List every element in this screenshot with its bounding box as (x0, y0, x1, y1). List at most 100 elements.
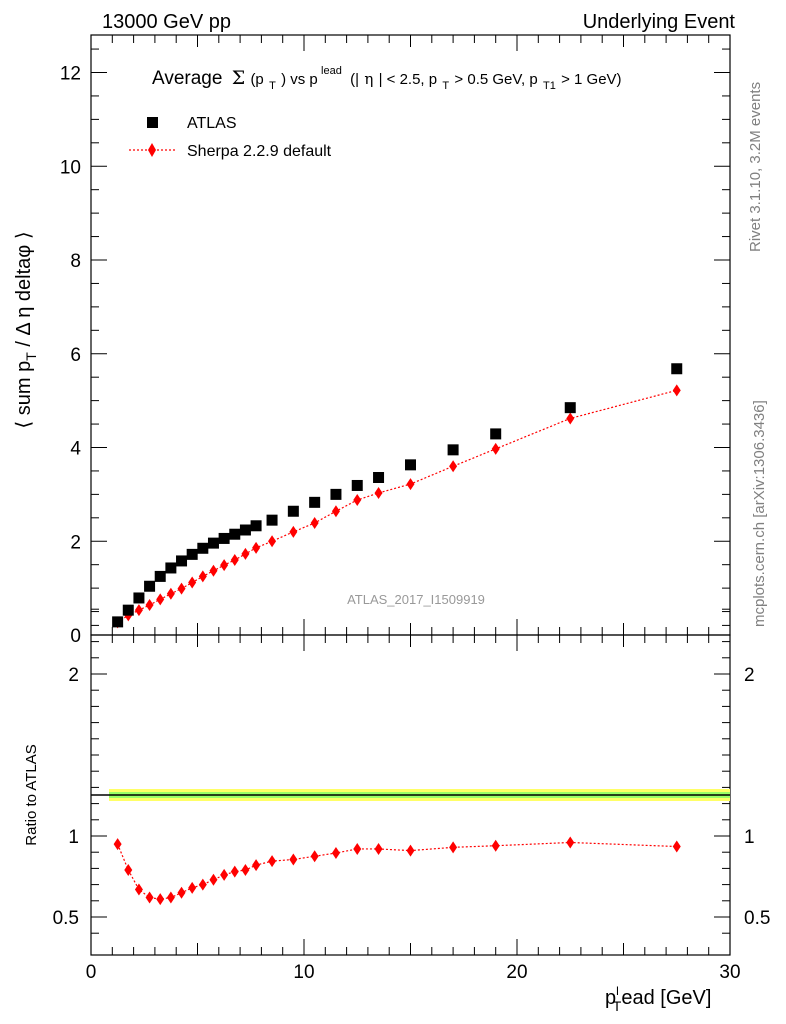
legend-sherpa-marker (148, 143, 156, 157)
atlas-point (154, 570, 166, 582)
sherpa-point (374, 486, 383, 499)
x-tick-label: 10 (293, 962, 314, 983)
atlas-point (447, 444, 459, 456)
ratio-sherpa-point (188, 881, 197, 894)
main-y-tick-label: 0 (70, 626, 81, 647)
atlas-point (133, 592, 145, 604)
atlas-point (165, 562, 177, 574)
ratio-sherpa-point (134, 883, 143, 896)
sherpa-point (145, 599, 154, 611)
atlas-point (112, 616, 124, 628)
title-eta-symbol: η (364, 70, 373, 88)
title-pt-cut: > 0.5 GeV, p (454, 71, 537, 88)
analysis-watermark: ATLAS_2017_I1509919 (347, 592, 485, 607)
atlas-point (405, 459, 416, 471)
atlas-point (218, 532, 230, 544)
ratio-y-tick-label-right: 1 (744, 827, 755, 848)
ratio-sherpa-point (220, 868, 229, 881)
sherpa-point (198, 570, 207, 583)
title-eta-open: (| (350, 71, 359, 88)
sherpa-point (331, 505, 340, 518)
ratio-sherpa-point (672, 840, 681, 853)
ratio-sherpa-point (124, 864, 133, 877)
main-title: Average Σ (p T ) vs p lead (| η | < 2.5,… (152, 58, 622, 94)
ratio-sherpa-point (406, 844, 415, 857)
title-pt-sub-2: T (442, 80, 449, 92)
sherpa-line (117, 389, 677, 623)
sherpa-point (230, 554, 239, 566)
ratio-sherpa-point (113, 838, 122, 851)
main-y-tick-label: 8 (70, 251, 81, 272)
sherpa-point (241, 547, 250, 560)
legend-atlas-marker (147, 117, 158, 128)
ratio-sherpa-point (198, 878, 207, 891)
ratio-sherpa-point (491, 839, 500, 852)
title-pt1-sub: T1 (543, 80, 556, 92)
ratio-axis-ticks: 0.5 0.51 12 20 10 20 30 (53, 608, 770, 983)
sherpa-point (188, 576, 197, 589)
title-lead-sup: lead (321, 65, 342, 77)
main-y-tick-label: 6 (70, 345, 81, 366)
ratio-sherpa-point (252, 859, 261, 872)
main-sherpa-series (113, 384, 681, 629)
title-vs: ) vs p (281, 71, 318, 88)
sherpa-point (353, 494, 362, 506)
sherpa-point (252, 541, 261, 554)
legend-sherpa-label: Sherpa 2.2.9 default (187, 143, 332, 160)
ratio-sherpa-point (145, 891, 154, 904)
sherpa-point (177, 582, 186, 595)
title-average: Average (152, 68, 222, 89)
sherpa-point (134, 604, 143, 617)
atlas-point (266, 514, 278, 526)
sherpa-point (289, 525, 298, 538)
title-eta-cut: | < 2.5, p (379, 71, 438, 88)
atlas-point (197, 542, 209, 554)
sherpa-point (449, 460, 458, 473)
x-tick-label: 0 (86, 962, 97, 983)
sherpa-point (166, 587, 175, 600)
ratio-sherpa-line (117, 841, 677, 900)
atlas-point (250, 520, 262, 532)
title-sigma-symbol: Σ (232, 67, 245, 89)
x-tick-label: 20 (506, 962, 527, 983)
header-left: 13000 GeV pp (102, 11, 231, 33)
ratio-sherpa-point (241, 864, 250, 877)
atlas-point (490, 428, 502, 440)
ratio-y-axis-title: Ratio to ATLAS (23, 744, 40, 845)
ratio-sherpa-point (353, 842, 362, 855)
ratio-y-tick-label-left: 1 (68, 827, 79, 848)
ratio-y-tick-label-left: 2 (68, 665, 79, 686)
atlas-point (309, 496, 321, 508)
title-pt1-cut: > 1 GeV) (561, 71, 621, 88)
atlas-point (373, 472, 385, 483)
atlas-point (564, 402, 576, 414)
sherpa-point (220, 559, 229, 572)
ratio-sherpa-point (374, 842, 383, 855)
ratio-sherpa-point (209, 873, 218, 886)
atlas-point (330, 488, 342, 500)
x-axis-title: pl Tead [GeV] (605, 984, 711, 1014)
ratio-sherpa-point (177, 886, 186, 899)
sherpa-point (491, 442, 500, 455)
sherpa-point (310, 516, 319, 529)
atlas-point (229, 528, 241, 540)
atlas-point (239, 524, 251, 536)
ratio-sherpa-point (449, 841, 458, 854)
legend-atlas-label: ATLAS (187, 115, 237, 132)
ratio-sherpa-point (566, 836, 575, 849)
ratio-sherpa-point (156, 893, 165, 906)
rivet-info: Rivet 3.1.10, 3.2M events (747, 82, 764, 252)
ratio-sherpa-point (268, 855, 277, 868)
ratio-sherpa-point (331, 847, 340, 860)
ratio-y-tick-label-right: 2 (744, 665, 755, 686)
atlas-point (671, 363, 683, 375)
atlas-point (122, 604, 134, 616)
main-y-tick-label: 12 (60, 64, 81, 85)
ratio-y-tick-label-right: 0.5 (744, 908, 770, 929)
title-pt-sub: T (269, 80, 276, 92)
mcplots-info: mcplots.cern.ch [arXiv:1306.3436] (751, 400, 768, 627)
sherpa-point (268, 535, 277, 548)
atlas-point (144, 580, 156, 592)
ratio-sherpa-point (166, 891, 175, 904)
